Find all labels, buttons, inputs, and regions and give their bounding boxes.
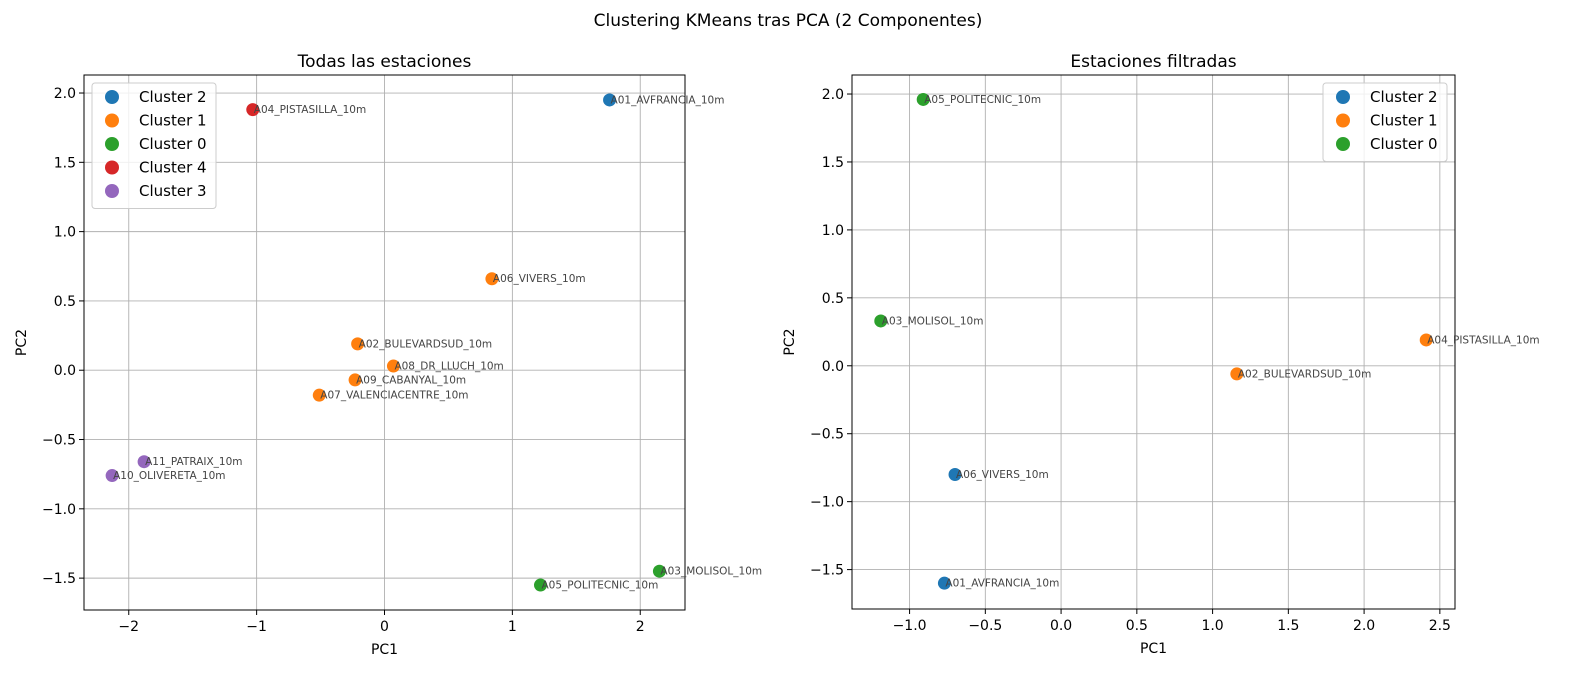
scatter-point[interactable]: [937, 576, 951, 590]
chart-filtered-stations: −1.0 −0.5 0.0 0.5 1.0 1.5 2.0 2.5 −1.5 −1.0 −0.5 0.…: [782, 52, 1540, 657]
point-label: A11_PATRAIX_10m: [145, 456, 242, 468]
y-axis-label: PC2: [14, 329, 30, 356]
scatter-point[interactable]: [603, 93, 617, 107]
scatter-point[interactable]: [1419, 333, 1433, 347]
y-tick-label: −0.5: [42, 433, 76, 449]
x-tick-label: 1.0: [1201, 618, 1223, 634]
y-tick-label: 0.5: [822, 291, 844, 307]
x-tick-label: 2: [636, 619, 645, 635]
x-tick-label: 0: [380, 619, 389, 635]
x-tick-label: −2: [118, 619, 139, 635]
scatter-point[interactable]: [916, 92, 930, 106]
legend-label: Cluster 0: [1370, 135, 1438, 153]
x-tick-label: −0.5: [968, 618, 1002, 634]
legend-marker: [105, 137, 119, 151]
legend: Cluster 2 Cluster 1 Cluster 0: [1322, 82, 1448, 162]
point-label: A07_VALENCIACENTRE_10m: [320, 390, 468, 402]
legend-marker: [1336, 113, 1350, 128]
point-label: A04_PISTASILLA_10m: [1427, 334, 1539, 346]
scatter-point[interactable]: [246, 103, 260, 117]
legend-marker: [1336, 90, 1350, 104]
chart-title: Estaciones filtradas: [1070, 52, 1236, 72]
legend-marker: [105, 184, 119, 198]
legend-label: Cluster 1: [139, 112, 207, 130]
y-tick-label: 0.5: [54, 294, 76, 310]
legend-frame: [91, 82, 217, 209]
x-axis-label: PC1: [1140, 641, 1167, 657]
x-tick-label: 2.5: [1429, 618, 1451, 634]
chart-all-stations: −2 −1 0 1 2 −1.5 −1.0 −0.5 0.0 0.5 1.0 1.5 2.0 Todas …: [14, 52, 762, 658]
legend-frame: [1322, 82, 1448, 162]
point-label: A06_VIVERS_10m: [493, 273, 586, 285]
y-tick-label: −1.0: [42, 502, 76, 518]
legend-label: Cluster 4: [139, 159, 207, 177]
legend-marker: [105, 90, 119, 104]
point-label: A01_AVFRANCIA_10m: [945, 578, 1059, 590]
x-tick-label: −1: [246, 619, 267, 635]
legend-marker: [105, 160, 119, 175]
chart-title: Todas las estaciones: [297, 52, 472, 72]
y-tick-label: 1.5: [822, 155, 844, 171]
x-tick-label: 1: [508, 619, 517, 635]
y-tick-label: 1.5: [54, 155, 76, 171]
x-tick-label: 0.0: [1050, 618, 1072, 634]
point-label: A03_MOLISOL_10m: [660, 566, 762, 578]
scatter-point[interactable]: [351, 337, 365, 351]
legend-label: Cluster 2: [1370, 88, 1438, 106]
scatter-point[interactable]: [105, 469, 119, 483]
y-tick-label: −1.0: [810, 495, 844, 511]
scatter-point[interactable]: [652, 564, 666, 578]
x-tick-label: 1.5: [1277, 618, 1299, 634]
scatter-point[interactable]: [534, 578, 548, 592]
y-tick-label: −1.5: [810, 563, 844, 579]
point-label: A08_DR_LLUCH_10m: [394, 361, 503, 373]
point-label: A01_AVFRANCIA_10m: [611, 94, 725, 106]
legend-label: Cluster 1: [1370, 112, 1438, 130]
scatter-point[interactable]: [386, 359, 400, 373]
point-label: A03_MOLISOL_10m: [882, 315, 984, 327]
scatter-point[interactable]: [874, 314, 888, 328]
y-tick-label: 0.0: [54, 363, 76, 379]
scatter-point[interactable]: [948, 467, 962, 481]
y-tick-label: 2.0: [54, 86, 76, 102]
point-label: A09_CABANYAL_10m: [356, 374, 466, 386]
y-axis-label: PC2: [782, 328, 798, 355]
scatter-point[interactable]: [312, 388, 326, 402]
y-tick-label: 2.0: [822, 87, 844, 103]
point-label: A02_BULEVARDSUD_10m: [359, 338, 493, 350]
point-label: A04_PISTASILLA_10m: [254, 104, 366, 116]
figure-title: Clustering KMeans tras PCA (2 Componente…: [593, 11, 983, 31]
legend-label: Cluster 3: [139, 182, 207, 200]
y-tick-label: −1.5: [42, 571, 76, 587]
scatter-point[interactable]: [1230, 367, 1244, 381]
x-tick-label: 0.5: [1126, 618, 1148, 634]
scatter-point[interactable]: [485, 272, 499, 286]
point-label: A06_VIVERS_10m: [956, 469, 1049, 481]
y-tick-label: −0.5: [810, 427, 844, 443]
legend-label: Cluster 2: [139, 88, 207, 106]
y-tick-label: 0.0: [822, 359, 844, 375]
x-tick-label: −1.0: [893, 618, 927, 634]
point-label: A02_BULEVARDSUD_10m: [1238, 368, 1372, 380]
legend: Cluster 2 Cluster 1 Cluster 0 Cluster 4 Clus…: [91, 82, 217, 209]
legend-marker: [105, 113, 119, 128]
y-tick-label: 1.0: [822, 223, 844, 239]
legend-marker: [1336, 137, 1350, 151]
x-axis-label: PC1: [371, 642, 398, 658]
y-tick-label: 1.0: [54, 225, 76, 241]
scatter-point[interactable]: [137, 455, 151, 469]
point-label: A10_OLIVERETA_10m: [113, 470, 225, 482]
point-label: A05_POLITECNIC_10m: [542, 580, 659, 592]
point-label: A05_POLITECNIC_10m: [924, 94, 1041, 106]
scatter-point[interactable]: [348, 373, 362, 387]
axes-frame: [851, 74, 1456, 610]
legend-label: Cluster 0: [139, 135, 207, 153]
x-tick-label: 2.0: [1353, 618, 1375, 634]
